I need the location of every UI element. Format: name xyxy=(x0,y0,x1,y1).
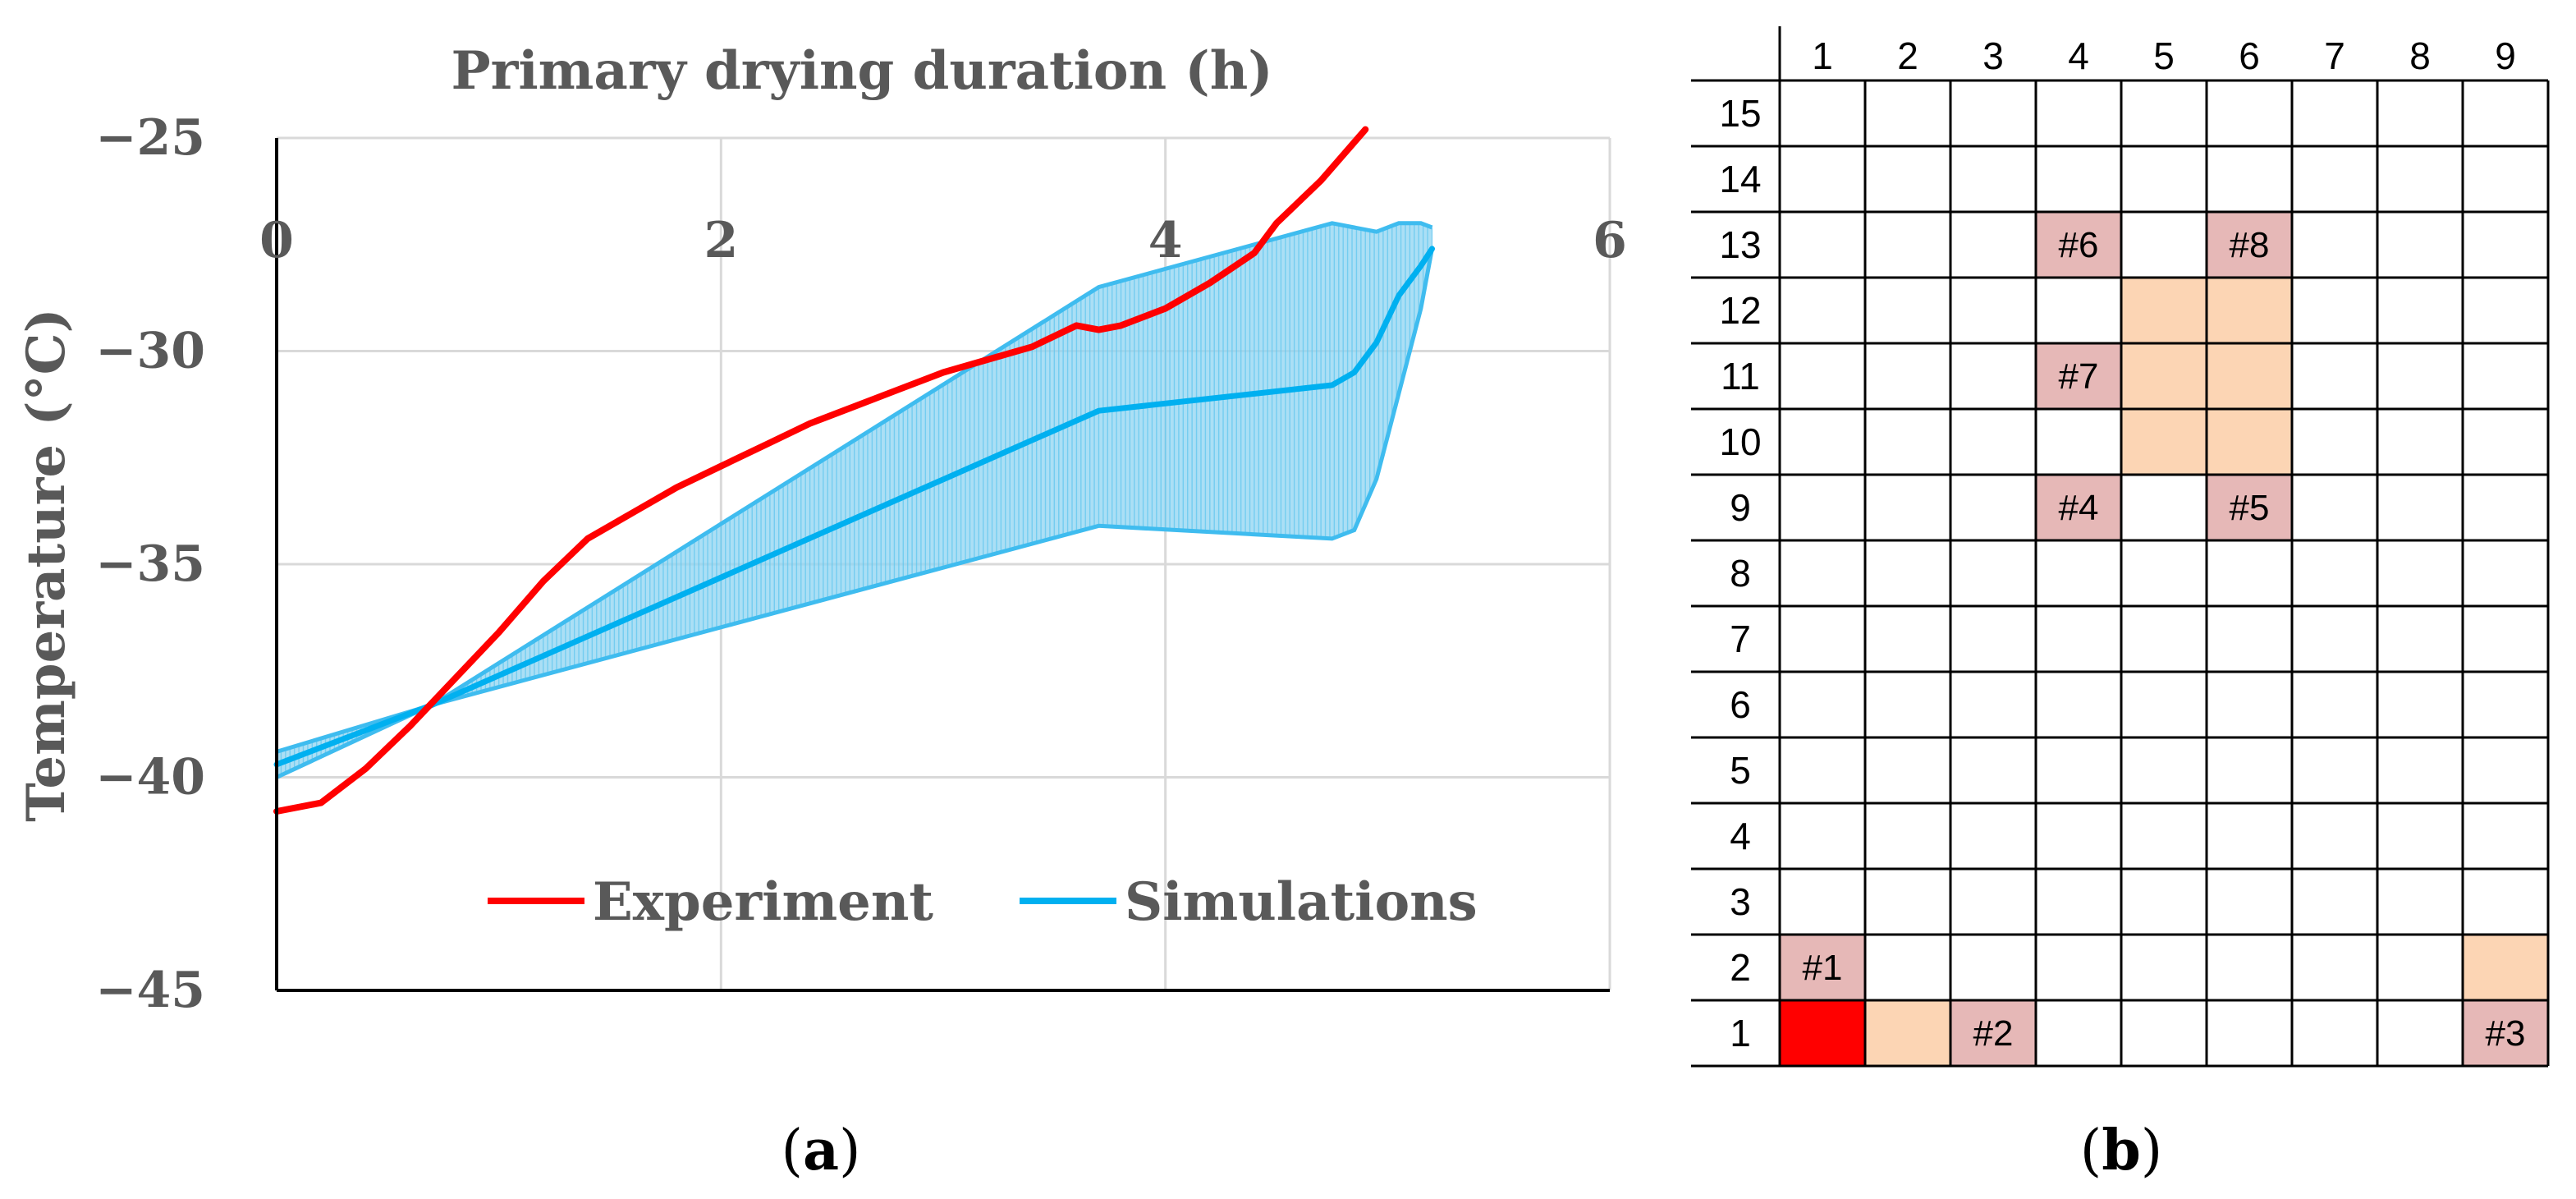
row-header: 14 xyxy=(1719,158,1761,200)
chart-panel-a: −25 −30 −35 −40 −45 0 2 4 6 Primary drying durat… xyxy=(16,40,1627,1183)
grid-cell-1-9 xyxy=(2463,1000,2548,1066)
column-header: 9 xyxy=(2495,34,2516,77)
legend-label-simulations: Simulations xyxy=(1125,871,1478,933)
grid-cell-13-6 xyxy=(2207,212,2292,278)
column-header: 5 xyxy=(2153,34,2175,77)
row-header: 4 xyxy=(1730,815,1751,857)
grid-cell-11-4 xyxy=(2036,343,2121,409)
legend-label-experiment: Experiment xyxy=(593,871,933,933)
row-header: 13 xyxy=(1719,223,1761,266)
panel-label-b-close: ) xyxy=(2141,1119,2163,1183)
grid-cell-9-6 xyxy=(2207,475,2292,540)
y-tick-label: −35 xyxy=(95,535,205,593)
grid-cell-11-6 xyxy=(2207,343,2292,409)
grid-cell-12-5 xyxy=(2121,278,2207,343)
grid-cell-10-5 xyxy=(2121,409,2207,475)
row-header: 5 xyxy=(1730,749,1751,792)
row-header: 8 xyxy=(1730,552,1751,595)
grid-cell-13-4 xyxy=(2036,212,2121,278)
cell-label: #5 xyxy=(2230,488,2270,528)
legend: Experiment Simulations xyxy=(488,871,1478,933)
panel-label-b-open: ( xyxy=(2080,1119,2102,1183)
column-header: 1 xyxy=(1812,34,1833,77)
column-header: 6 xyxy=(2239,34,2260,77)
grid-cell-10-6 xyxy=(2207,409,2292,475)
row-header: 12 xyxy=(1719,289,1761,332)
y-tick-label: −45 xyxy=(95,962,205,1019)
cell-fills xyxy=(1780,212,2548,1066)
simulation-upper-bound xyxy=(276,221,1433,754)
grid-cell-1-3 xyxy=(1950,1000,2036,1066)
simulation-lower-bound xyxy=(275,248,1434,779)
grid-cell-11-5 xyxy=(2121,343,2207,409)
panel-label-a: (a) xyxy=(781,1118,860,1183)
panel-label-a-open: ( xyxy=(781,1119,803,1183)
cell-label: #8 xyxy=(2230,225,2270,265)
x-axis-title: Primary drying duration (h) xyxy=(451,40,1273,102)
row-header: 15 xyxy=(1719,92,1761,135)
cell-label: #2 xyxy=(1973,1013,2014,1054)
series-lines xyxy=(273,126,1435,815)
column-header: 7 xyxy=(2324,34,2345,77)
grid-cell-1-1 xyxy=(1780,1000,1865,1066)
x-tick-label: 6 xyxy=(1593,212,1627,269)
row-header: 3 xyxy=(1730,880,1751,923)
x-tick-label: 4 xyxy=(1148,212,1183,269)
panel-label-b: (b) xyxy=(2080,1118,2163,1183)
y-tick-label: −25 xyxy=(95,109,205,167)
cell-label: #1 xyxy=(1803,948,1843,988)
row-header: 7 xyxy=(1730,618,1751,660)
cell-label: #4 xyxy=(2059,488,2099,528)
tick-labels: −25 −30 −35 −40 −45 0 2 4 6 xyxy=(95,109,1627,1019)
column-header: 3 xyxy=(1982,34,2004,77)
x-tick-label: 2 xyxy=(704,212,738,269)
row-header: 2 xyxy=(1730,946,1751,989)
panel-label-a-close: ) xyxy=(839,1119,861,1183)
row-header: 6 xyxy=(1730,683,1751,726)
panel-label-a-letter: a xyxy=(803,1118,839,1183)
grid-cell-2-9 xyxy=(2463,935,2548,1000)
y-tick-label: −40 xyxy=(95,749,205,806)
panel-label-b-letter: b xyxy=(2102,1118,2141,1183)
x-tick-label: 0 xyxy=(259,212,294,269)
row-header: 9 xyxy=(1730,486,1751,529)
row-header: 1 xyxy=(1730,1012,1751,1054)
axes xyxy=(275,138,1610,992)
y-tick-label: −30 xyxy=(95,323,205,380)
cell-label: #3 xyxy=(2486,1013,2526,1054)
series-line-simulations xyxy=(273,246,1435,768)
grid-cell-9-4 xyxy=(2036,475,2121,540)
grid-lines xyxy=(1691,26,2550,1068)
series-line-experiment xyxy=(273,126,1369,815)
y-axis-title: Temperature (°C) xyxy=(16,308,77,822)
cell-labels: #6 #8 #7 #4 #5 #1 #2 #3 xyxy=(1803,225,2526,1054)
cell-label: #7 xyxy=(2059,356,2099,397)
column-header: 2 xyxy=(1897,34,1918,77)
row-header: 11 xyxy=(1721,355,1760,397)
row-header: 10 xyxy=(1719,420,1761,463)
cell-label: #6 xyxy=(2059,225,2099,265)
grid-cell-2-1 xyxy=(1780,935,1865,1000)
grid-cell-12-6 xyxy=(2207,278,2292,343)
grid-cell-1-2 xyxy=(1865,1000,1950,1066)
column-header: 8 xyxy=(2409,34,2431,77)
column-header: 4 xyxy=(2068,34,2089,77)
